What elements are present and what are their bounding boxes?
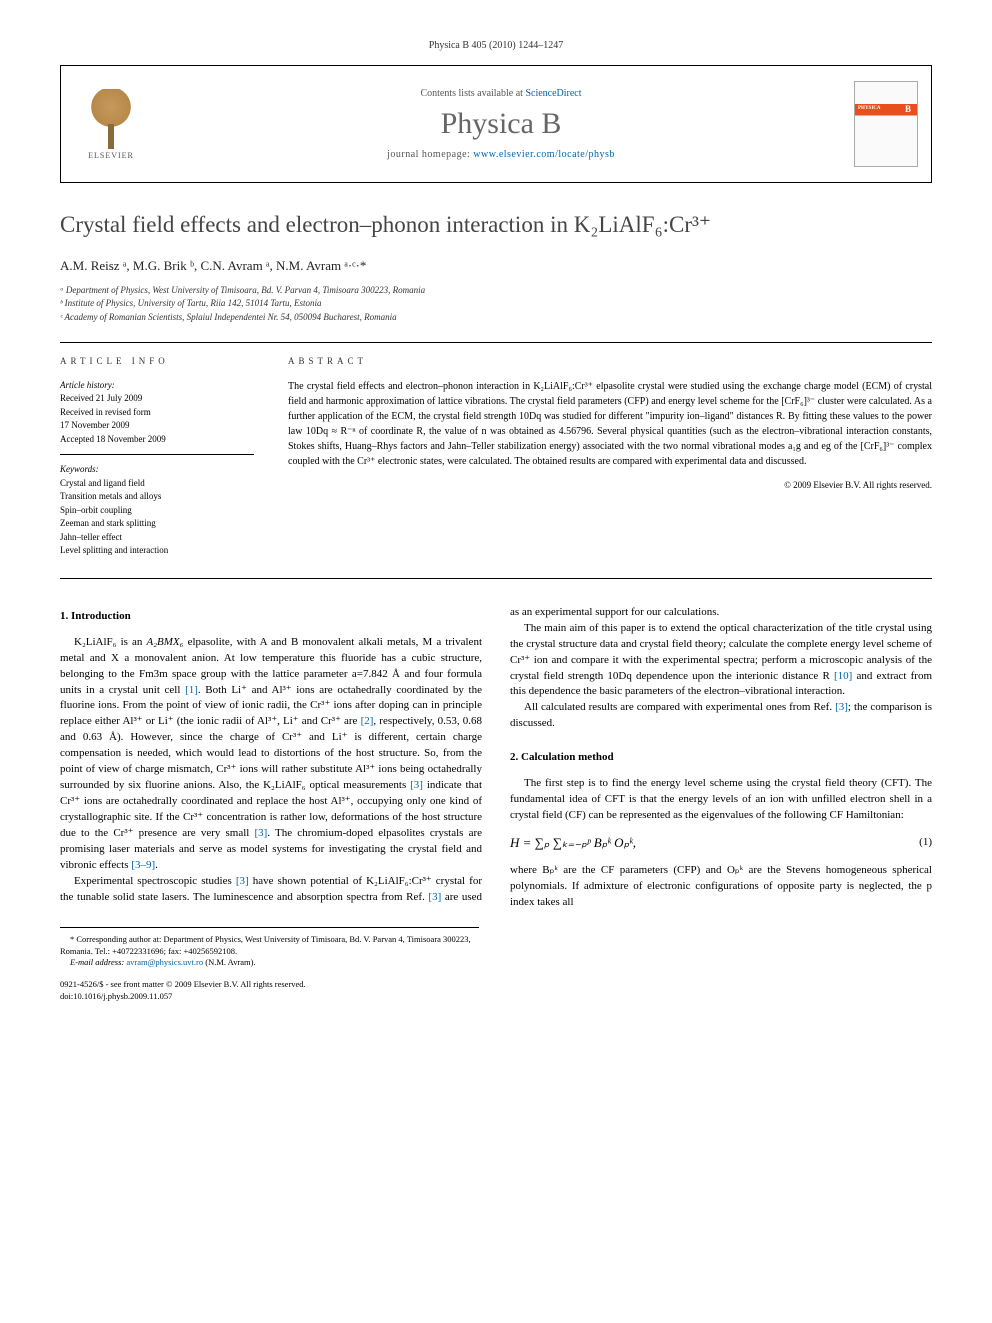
ref-3[interactable]: [3] <box>255 827 268 839</box>
keyword: Spin–orbit coupling <box>60 504 254 518</box>
issn-line: 0921-4526/$ - see front matter © 2009 El… <box>60 979 932 991</box>
text: Experimental spectroscopic studies <box>74 875 236 887</box>
abstract-head: ABSTRACT <box>288 355 932 369</box>
history-line: Received in revised form <box>60 406 254 420</box>
s1-para-1: K₂LiAlF₆ is an A₂BMX₆ elpasolite, with A… <box>60 635 482 874</box>
keyword: Zeeman and stark splitting <box>60 517 254 531</box>
copyright-line: 0921-4526/$ - see front matter © 2009 El… <box>60 979 932 1003</box>
publisher-logo-box: ELSEVIER <box>61 66 161 182</box>
keyword: Level splitting and interaction <box>60 544 254 558</box>
cover-box <box>841 66 931 182</box>
abstract: ABSTRACT The crystal field effects and e… <box>270 343 932 578</box>
affiliation-a: ᵃ Department of Physics, West University… <box>60 284 932 298</box>
history-line: Accepted 18 November 2009 <box>60 433 254 447</box>
authors-line: A.M. Reisz ᵃ, M.G. Brik ᵇ, C.N. Avram ᵃ,… <box>60 258 932 274</box>
s2-para-1: The first step is to find the energy lev… <box>510 776 932 824</box>
history-line: 17 November 2009 <box>60 419 254 433</box>
email-label: E-mail address: <box>70 957 126 967</box>
section-1-head: 1. Introduction <box>60 609 482 625</box>
running-header: Physica B 405 (2010) 1244–1247 <box>60 40 932 51</box>
abstract-text: The crystal field effects and electron–p… <box>288 379 932 469</box>
ref-3[interactable]: [3] <box>835 701 848 713</box>
article-info: ARTICLE INFO Article history: Received 2… <box>60 343 270 578</box>
affiliation-b: ᵇ Institute of Physics, University of Ta… <box>60 297 932 311</box>
journal-title: Physica B <box>441 107 562 141</box>
ref-3[interactable]: [3] <box>410 779 423 791</box>
sciencedirect-link[interactable]: ScienceDirect <box>525 88 581 99</box>
contents-prefix: Contents lists available at <box>420 88 525 99</box>
text: All calculated results are compared with… <box>524 701 835 713</box>
history-label: Article history: <box>60 379 254 393</box>
abstract-copyright: © 2009 Elsevier B.V. All rights reserved… <box>288 479 932 493</box>
text: K₂LiAlF₆ is an <box>74 636 147 648</box>
s1-para-4: All calculated results are compared with… <box>510 700 932 732</box>
article-title: Crystal field effects and electron–phono… <box>60 211 932 240</box>
doi-line: doi:10.1016/j.physb.2009.11.057 <box>60 991 932 1003</box>
ref-10[interactable]: [10] <box>834 670 852 682</box>
keyword: Jahn–teller effect <box>60 531 254 545</box>
body-columns: 1. Introduction K₂LiAlF₆ is an A₂BMX₆ el… <box>60 605 932 911</box>
email-after: (N.M. Avram). <box>203 957 256 967</box>
s2-para-2: where Bₚᵏ are the CF parameters (CFP) an… <box>510 863 932 911</box>
keywords-label: Keywords: <box>60 463 254 477</box>
article-info-head: ARTICLE INFO <box>60 355 254 369</box>
text-italic: A₂BMX₆ <box>147 636 184 648</box>
keywords-block: Keywords: Crystal and ligand field Trans… <box>60 463 254 566</box>
equation-formula: H = ∑ₚ ∑ₖ₌₋ₚᵖ Bₚᵏ Oₚᵏ, <box>510 834 636 853</box>
info-abstract-row: ARTICLE INFO Article history: Received 2… <box>60 342 932 579</box>
contents-line: Contents lists available at ScienceDirec… <box>420 88 581 99</box>
email-link[interactable]: avram@physics.uvt.ro <box>126 957 203 967</box>
article-history: Article history: Received 21 July 2009 R… <box>60 379 254 456</box>
ref-3[interactable]: [3] <box>428 891 441 903</box>
keyword: Crystal and ligand field <box>60 477 254 491</box>
elsevier-text: ELSEVIER <box>88 151 134 160</box>
ref-3[interactable]: [3] <box>236 875 249 887</box>
journal-cover-thumb <box>854 81 918 167</box>
text: . <box>155 859 158 871</box>
footnotes: * Corresponding author at: Department of… <box>60 927 479 970</box>
elsevier-tree-icon <box>86 89 136 149</box>
corresponding-author: * Corresponding author at: Department of… <box>60 934 479 958</box>
journal-center: Contents lists available at ScienceDirec… <box>161 66 841 182</box>
equation-1: H = ∑ₚ ∑ₖ₌₋ₚᵖ Bₚᵏ Oₚᵏ, (1) <box>510 834 932 853</box>
ref-1[interactable]: [1] <box>185 684 198 696</box>
email-line: E-mail address: avram@physics.uvt.ro (N.… <box>60 957 479 969</box>
homepage-line: journal homepage: www.elsevier.com/locat… <box>387 149 615 160</box>
history-line: Received 21 July 2009 <box>60 392 254 406</box>
affiliation-c: ᶜ Academy of Romanian Scientists, Splaiu… <box>60 311 932 325</box>
homepage-prefix: journal homepage: <box>387 149 473 160</box>
keyword: Transition metals and alloys <box>60 490 254 504</box>
affiliations: ᵃ Department of Physics, West University… <box>60 284 932 325</box>
elsevier-logo: ELSEVIER <box>76 79 146 169</box>
equation-number: (1) <box>919 835 932 851</box>
ref-2[interactable]: [2] <box>361 715 374 727</box>
section-2-head: 2. Calculation method <box>510 750 932 766</box>
homepage-link[interactable]: www.elsevier.com/locate/physb <box>473 149 615 160</box>
s1-para-3: The main aim of this paper is to extend … <box>510 621 932 701</box>
ref-3-9[interactable]: [3–9] <box>131 859 155 871</box>
journal-banner: ELSEVIER Contents lists available at Sci… <box>60 65 932 183</box>
